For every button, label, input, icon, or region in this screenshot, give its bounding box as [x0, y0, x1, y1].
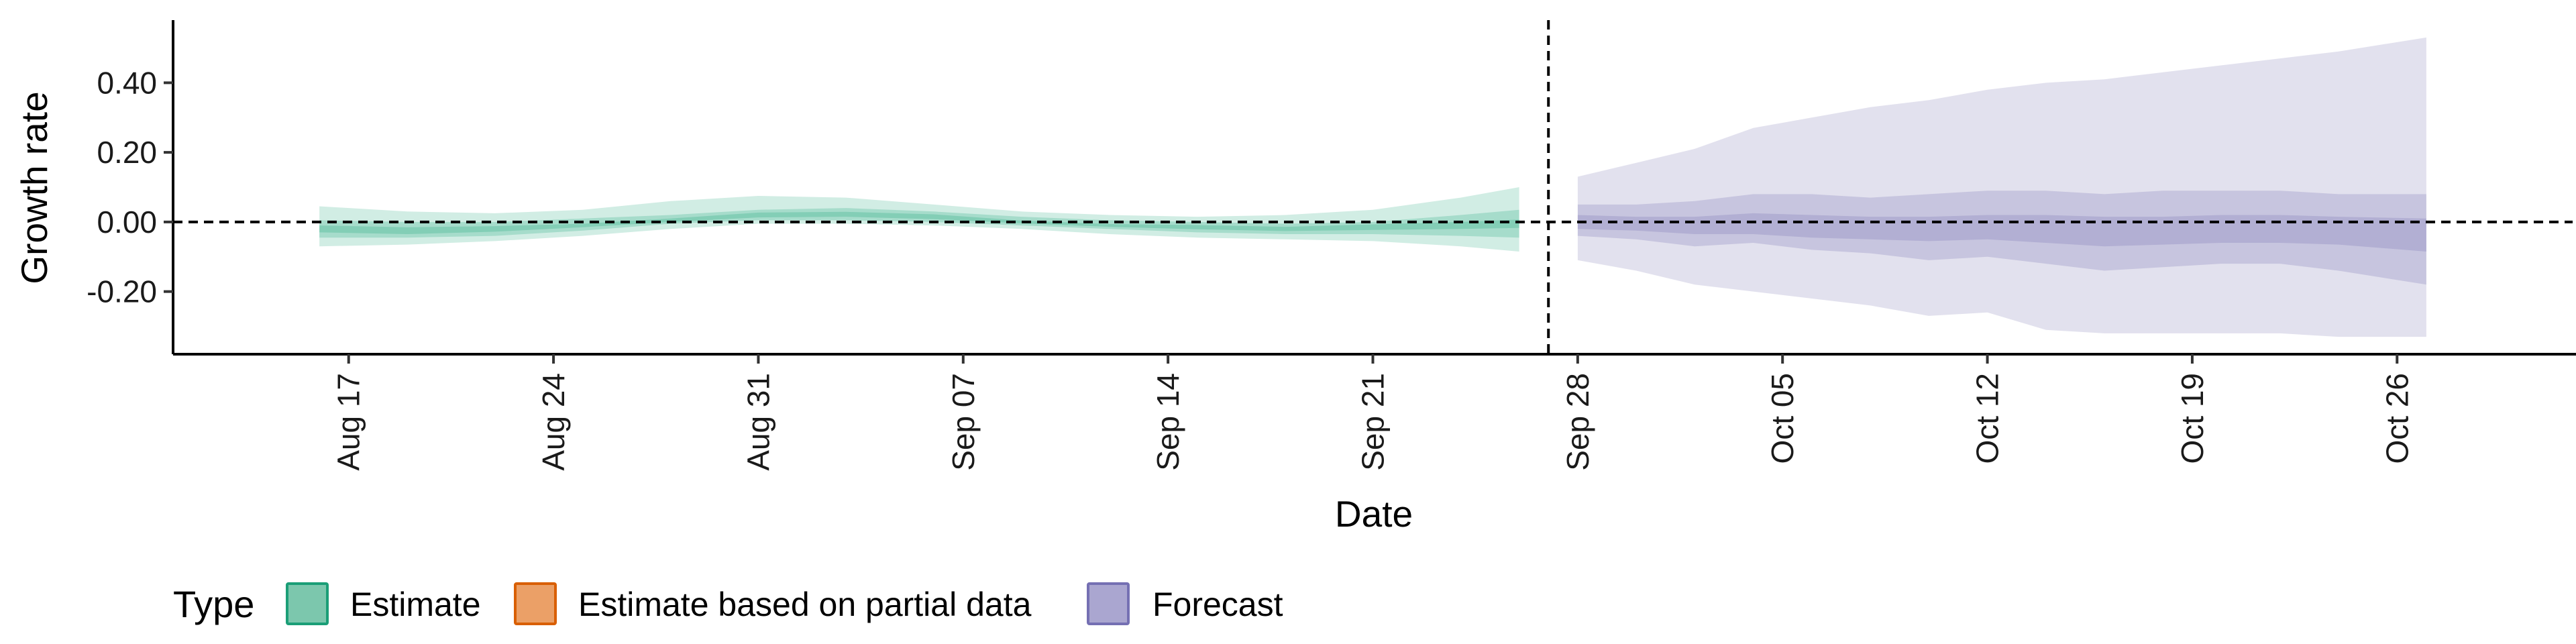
- x-tick-label: Aug 24: [536, 373, 571, 471]
- series-forecast: [1577, 37, 2426, 337]
- chart-bands: [319, 37, 2426, 337]
- x-axis-title: Date: [1335, 493, 1413, 535]
- series-estimate: [319, 187, 1519, 252]
- legend-key-forecast: [1087, 582, 1130, 625]
- forecast-band-90: [1577, 37, 2426, 337]
- estimate-band-20: [319, 211, 1519, 234]
- y-tick-label: 0.00: [97, 205, 157, 239]
- x-tick-label: Sep 07: [946, 373, 981, 471]
- x-tick-label: Aug 31: [741, 373, 775, 471]
- y-ticks: 0.40 0.20 0.00 -0.20: [87, 65, 173, 309]
- legend-label-partial: Estimate based on partial data: [578, 586, 1032, 623]
- x-tick-label: Oct 05: [1765, 373, 1800, 464]
- x-tick-label: Oct 19: [2175, 373, 2210, 464]
- estimate-band-90: [319, 187, 1519, 252]
- legend-title: Type: [173, 583, 254, 625]
- x-tick-label: Sep 14: [1150, 373, 1185, 471]
- x-tick-label: Aug 17: [331, 373, 366, 471]
- y-tick-label: 0.40: [97, 65, 157, 100]
- legend-label-forecast: Forecast: [1152, 586, 1283, 623]
- y-axis-title: Growth rate: [13, 91, 55, 284]
- legend-key-partial: [514, 582, 557, 625]
- reference-lines: [173, 20, 2573, 354]
- x-tick-label: Oct 12: [1970, 373, 2005, 464]
- y-tick-label: -0.20: [87, 274, 157, 309]
- legend-label-estimate: Estimate: [350, 586, 481, 623]
- y-tick-label: 0.20: [97, 135, 157, 170]
- legend: Type Estimate Estimate based on partial …: [173, 582, 1283, 625]
- legend-key-estimate: [286, 582, 329, 625]
- x-tick-label: Oct 26: [2379, 373, 2414, 464]
- estimate-band-50: [319, 208, 1519, 238]
- x-tick-label: Sep 28: [1560, 373, 1595, 471]
- chart-axes: [172, 20, 2576, 356]
- x-ticks: Aug 17 Aug 24 Aug 31 Sep 07 Sep 14 Sep 21 Sep …: [331, 354, 2414, 471]
- x-tick-label: Sep 21: [1356, 373, 1391, 471]
